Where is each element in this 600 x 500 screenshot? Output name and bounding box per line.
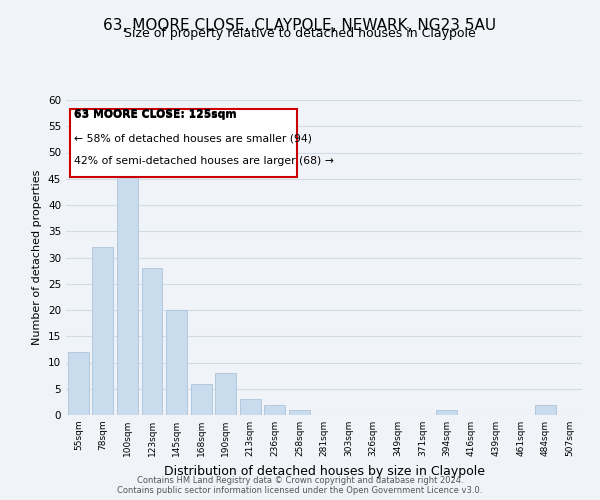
Bar <box>289 410 310 415</box>
Text: Contains public sector information licensed under the Open Government Licence v3: Contains public sector information licen… <box>118 486 482 495</box>
Bar <box>68 352 89 415</box>
Text: 42% of semi-detached houses are larger (68) →: 42% of semi-detached houses are larger (… <box>74 156 334 166</box>
Bar <box>191 384 212 415</box>
Text: ← 58% of detached houses are smaller (94): ← 58% of detached houses are smaller (94… <box>74 133 312 143</box>
Text: Contains HM Land Registry data © Crown copyright and database right 2024.: Contains HM Land Registry data © Crown c… <box>137 476 463 485</box>
Bar <box>240 399 261 415</box>
Bar <box>166 310 187 415</box>
Bar <box>265 404 286 415</box>
Text: Size of property relative to detached houses in Claypole: Size of property relative to detached ho… <box>124 28 476 40</box>
Bar <box>92 247 113 415</box>
Text: 63 MOORE CLOSE: 125sqm: 63 MOORE CLOSE: 125sqm <box>74 110 236 120</box>
Bar <box>142 268 163 415</box>
FancyBboxPatch shape <box>70 110 297 177</box>
Text: 63, MOORE CLOSE, CLAYPOLE, NEWARK, NG23 5AU: 63, MOORE CLOSE, CLAYPOLE, NEWARK, NG23 … <box>103 18 497 32</box>
Bar <box>117 163 138 415</box>
X-axis label: Distribution of detached houses by size in Claypole: Distribution of detached houses by size … <box>163 464 485 477</box>
Text: 63 MOORE CLOSE: 125sqm: 63 MOORE CLOSE: 125sqm <box>74 110 236 120</box>
Bar <box>535 404 556 415</box>
Y-axis label: Number of detached properties: Number of detached properties <box>32 170 43 345</box>
Bar <box>436 410 457 415</box>
Bar <box>215 373 236 415</box>
